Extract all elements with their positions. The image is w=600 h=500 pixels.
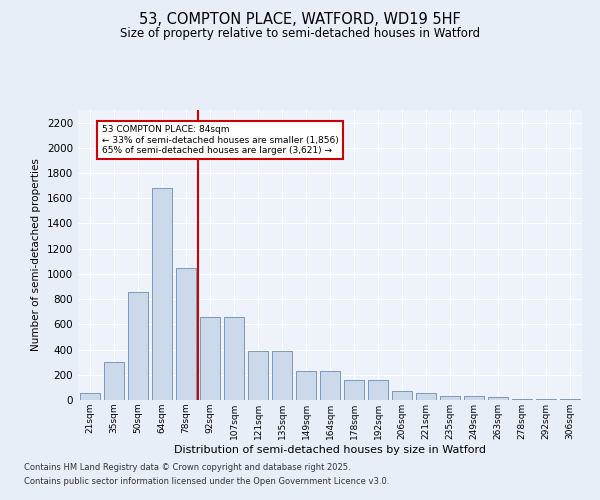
Bar xyxy=(296,371,316,400)
Bar xyxy=(272,351,292,400)
X-axis label: Distribution of semi-detached houses by size in Watford: Distribution of semi-detached houses by … xyxy=(174,444,486,454)
Bar xyxy=(440,396,460,400)
Text: Contains public sector information licensed under the Open Government Licence v3: Contains public sector information licen… xyxy=(24,477,389,486)
Bar xyxy=(344,380,364,400)
Bar xyxy=(488,398,508,400)
Bar xyxy=(320,371,340,400)
Bar xyxy=(80,393,100,400)
Text: 53 COMPTON PLACE: 84sqm
← 33% of semi-detached houses are smaller (1,856)
65% of: 53 COMPTON PLACE: 84sqm ← 33% of semi-de… xyxy=(102,125,339,155)
Bar xyxy=(224,317,244,400)
Bar xyxy=(104,362,124,400)
Bar xyxy=(200,317,220,400)
Y-axis label: Number of semi-detached properties: Number of semi-detached properties xyxy=(31,158,41,352)
Bar xyxy=(128,292,148,400)
Text: Size of property relative to semi-detached houses in Watford: Size of property relative to semi-detach… xyxy=(120,28,480,40)
Bar xyxy=(416,393,436,400)
Bar xyxy=(368,380,388,400)
Bar xyxy=(248,351,268,400)
Bar xyxy=(176,268,196,400)
Bar xyxy=(464,396,484,400)
Bar xyxy=(152,188,172,400)
Bar xyxy=(392,390,412,400)
Text: 53, COMPTON PLACE, WATFORD, WD19 5HF: 53, COMPTON PLACE, WATFORD, WD19 5HF xyxy=(139,12,461,28)
Text: Contains HM Land Registry data © Crown copyright and database right 2025.: Contains HM Land Registry data © Crown c… xyxy=(24,464,350,472)
